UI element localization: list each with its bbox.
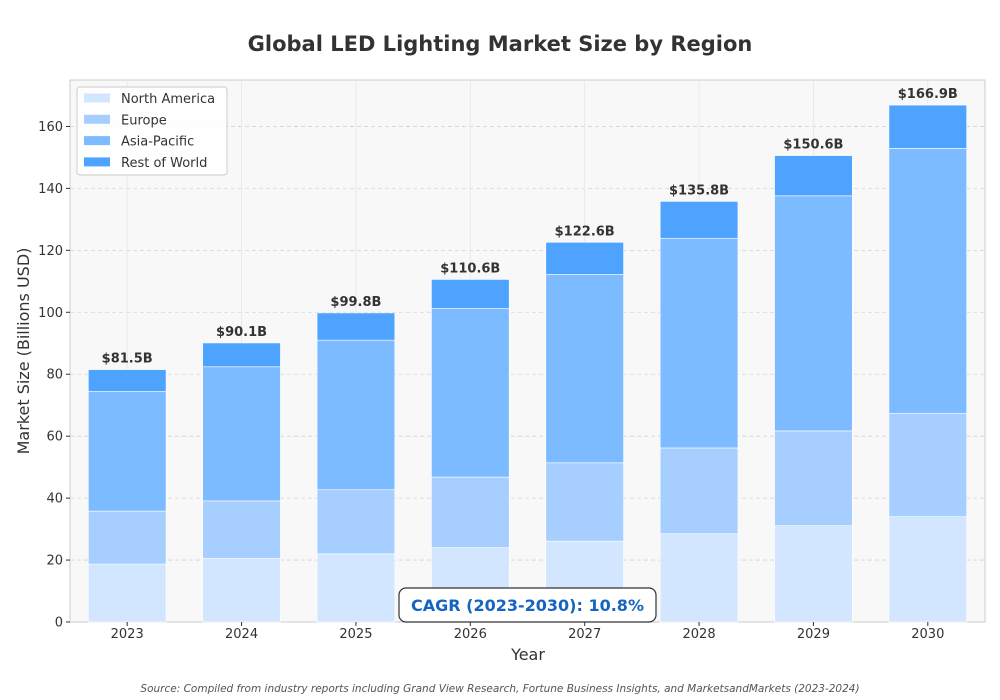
chart-title: Global LED Lighting Market Size by Regio… xyxy=(247,32,753,56)
x-tick-label: 2028 xyxy=(683,627,716,642)
total-label-2023: $81.5B xyxy=(102,352,153,367)
y-tick-label: 0 xyxy=(55,616,63,631)
bar-europe-2029 xyxy=(774,430,853,526)
bar-asia-pacific-2026 xyxy=(431,308,510,478)
y-tick-label: 120 xyxy=(38,244,63,259)
legend-label: Rest of World xyxy=(121,156,207,171)
x-axis-ticks: 2023 2024 2025 2026 2027 2028 2029 2030 xyxy=(111,622,944,642)
bar-rest-of-world-2024 xyxy=(202,342,281,368)
legend-swatch xyxy=(84,114,110,124)
x-tick-label: 2025 xyxy=(339,627,372,642)
bar-rest-of-world-2030 xyxy=(888,104,967,149)
y-axis-label: Market Size (Billions USD) xyxy=(14,248,33,455)
y-tick-label: 60 xyxy=(46,430,63,445)
source-note: Source: Compiled from industry reports i… xyxy=(140,683,860,695)
legend-swatch xyxy=(84,157,110,167)
bar-asia-pacific-2027 xyxy=(545,274,624,464)
bar-europe-2025 xyxy=(316,489,396,555)
legend: North America Europe Asia-Pacific Rest of W… xyxy=(76,86,228,176)
bar-rest-of-world-2027 xyxy=(545,241,624,275)
bar-rest-of-world-2023 xyxy=(88,369,167,392)
bar-asia-pacific-2028 xyxy=(659,237,739,449)
legend-label: Asia-Pacific xyxy=(121,135,194,150)
total-label-2030: $166.9B xyxy=(898,87,958,102)
bar-asia-pacific-2030 xyxy=(888,148,967,414)
bar-north-america-2023 xyxy=(88,563,167,623)
y-tick-label: 160 xyxy=(38,120,63,135)
x-axis-label: Year xyxy=(510,645,545,664)
bar-asia-pacific-2025 xyxy=(316,339,396,491)
x-tick-label: 2030 xyxy=(911,627,944,642)
total-label-2024: $90.1B xyxy=(216,325,267,340)
cagr-annotation: CAGR (2023-2030): 10.8% xyxy=(398,587,657,623)
bar-rest-of-world-2029 xyxy=(774,155,853,197)
bar-north-america-2030 xyxy=(888,516,967,623)
y-axis-ticks: 0 20 40 60 80 100 120 140 160 xyxy=(38,120,70,631)
y-tick-label: 20 xyxy=(46,554,63,569)
bar-europe-2026 xyxy=(431,476,510,548)
bar-europe-2028 xyxy=(659,447,739,535)
bar-asia-pacific-2023 xyxy=(88,391,167,512)
bar-rest-of-world-2025 xyxy=(316,312,396,341)
bar-rest-of-world-2026 xyxy=(431,279,510,309)
total-label-2029: $150.6B xyxy=(783,138,843,153)
bar-north-america-2029 xyxy=(774,525,853,623)
legend-box xyxy=(76,86,228,176)
x-tick-label: 2026 xyxy=(454,627,487,642)
total-label-2025: $99.8B xyxy=(330,295,381,310)
legend-label: North America xyxy=(121,92,215,107)
cagr-text: CAGR (2023-2030): 10.8% xyxy=(411,596,644,615)
y-tick-label: 80 xyxy=(46,368,63,383)
y-tick-label: 100 xyxy=(38,306,63,321)
bar-north-america-2025 xyxy=(316,553,396,623)
total-label-2027: $122.6B xyxy=(555,224,615,239)
x-tick-label: 2024 xyxy=(225,627,258,642)
x-tick-label: 2029 xyxy=(797,627,830,642)
x-tick-label: 2027 xyxy=(568,627,601,642)
total-label-2028: $135.8B xyxy=(669,183,729,198)
bar-europe-2027 xyxy=(545,462,624,542)
legend-swatch xyxy=(84,136,110,146)
bar-europe-2030 xyxy=(888,412,967,517)
bar-asia-pacific-2024 xyxy=(202,366,281,502)
total-labels: $81.5B $90.1B $99.8B $110.6B $122.6B $135.8B $… xyxy=(102,87,958,366)
y-tick-label: 40 xyxy=(46,492,63,507)
legend-swatch xyxy=(84,93,110,103)
cagr-box xyxy=(398,587,657,623)
bar-north-america-2024 xyxy=(202,558,281,623)
total-label-2026: $110.6B xyxy=(440,261,500,276)
legend-label: Europe xyxy=(121,113,167,128)
bars xyxy=(88,104,967,623)
bar-north-america-2028 xyxy=(659,533,739,623)
bar-europe-2024 xyxy=(202,500,281,559)
bar-europe-2023 xyxy=(88,510,167,565)
y-tick-label: 140 xyxy=(38,182,63,197)
x-tick-label: 2023 xyxy=(111,627,144,642)
bar-rest-of-world-2028 xyxy=(659,201,739,239)
bar-asia-pacific-2029 xyxy=(774,195,853,432)
